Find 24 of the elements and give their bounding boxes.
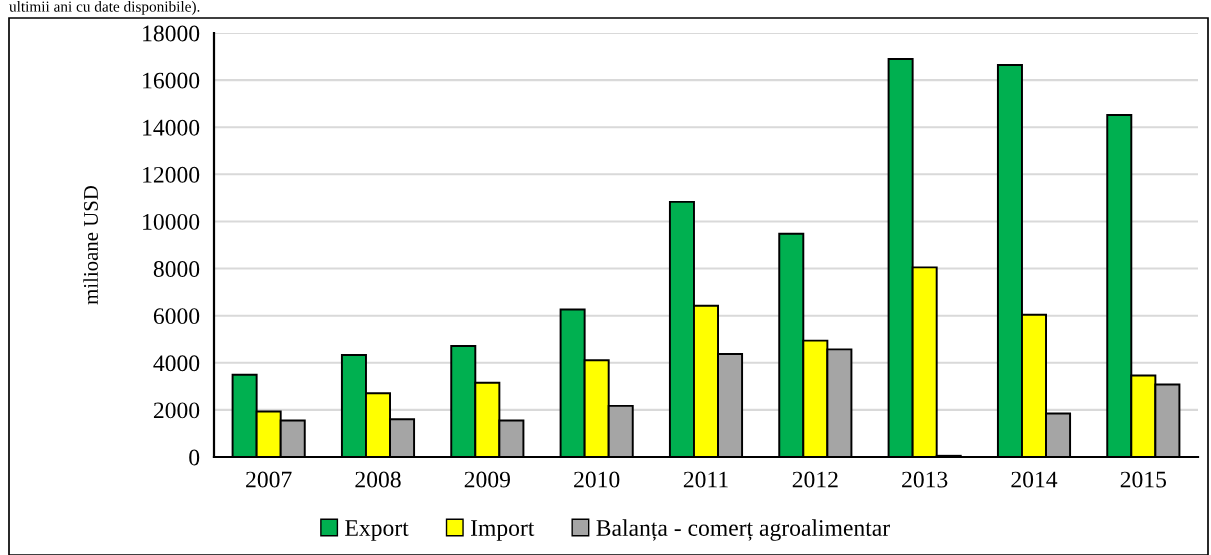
y-axis-title: milioane USD: [83, 185, 98, 305]
y-tick-label: 2000: [153, 402, 200, 419]
y-tick-label: 12000: [143, 166, 200, 183]
x-tick-label: 2012: [792, 471, 838, 488]
text: ultimii ani cu date disponibile).: [9, 1, 200, 15]
legend-label: Balanța - comerț agroalimentar: [596, 519, 890, 541]
x-tick-label: 2015: [1120, 471, 1167, 488]
y-tick-label: 6000: [153, 308, 200, 325]
y-tick-label: 14000: [143, 119, 200, 136]
x-tick-label: 2010: [574, 471, 620, 488]
y-tick-label: 10000: [143, 213, 200, 230]
x-tick-label: 2011: [683, 471, 728, 488]
x-tick-label: 2014: [1011, 471, 1058, 488]
y-tick-label: 16000: [143, 72, 200, 89]
y-tick-label: 8000: [153, 261, 200, 277]
x-tick-label: 2007: [246, 471, 292, 488]
x-tick-label: 2009: [464, 471, 510, 488]
x-tick-label: 2013: [902, 471, 948, 488]
x-tick-label: 2008: [355, 471, 401, 488]
y-tick-label: 0: [189, 449, 200, 466]
y-tick-label: 18000: [143, 25, 200, 42]
legend-label: Import: [470, 520, 535, 541]
legend-label: Export: [345, 520, 409, 541]
y-tick-label: 4000: [153, 355, 200, 372]
